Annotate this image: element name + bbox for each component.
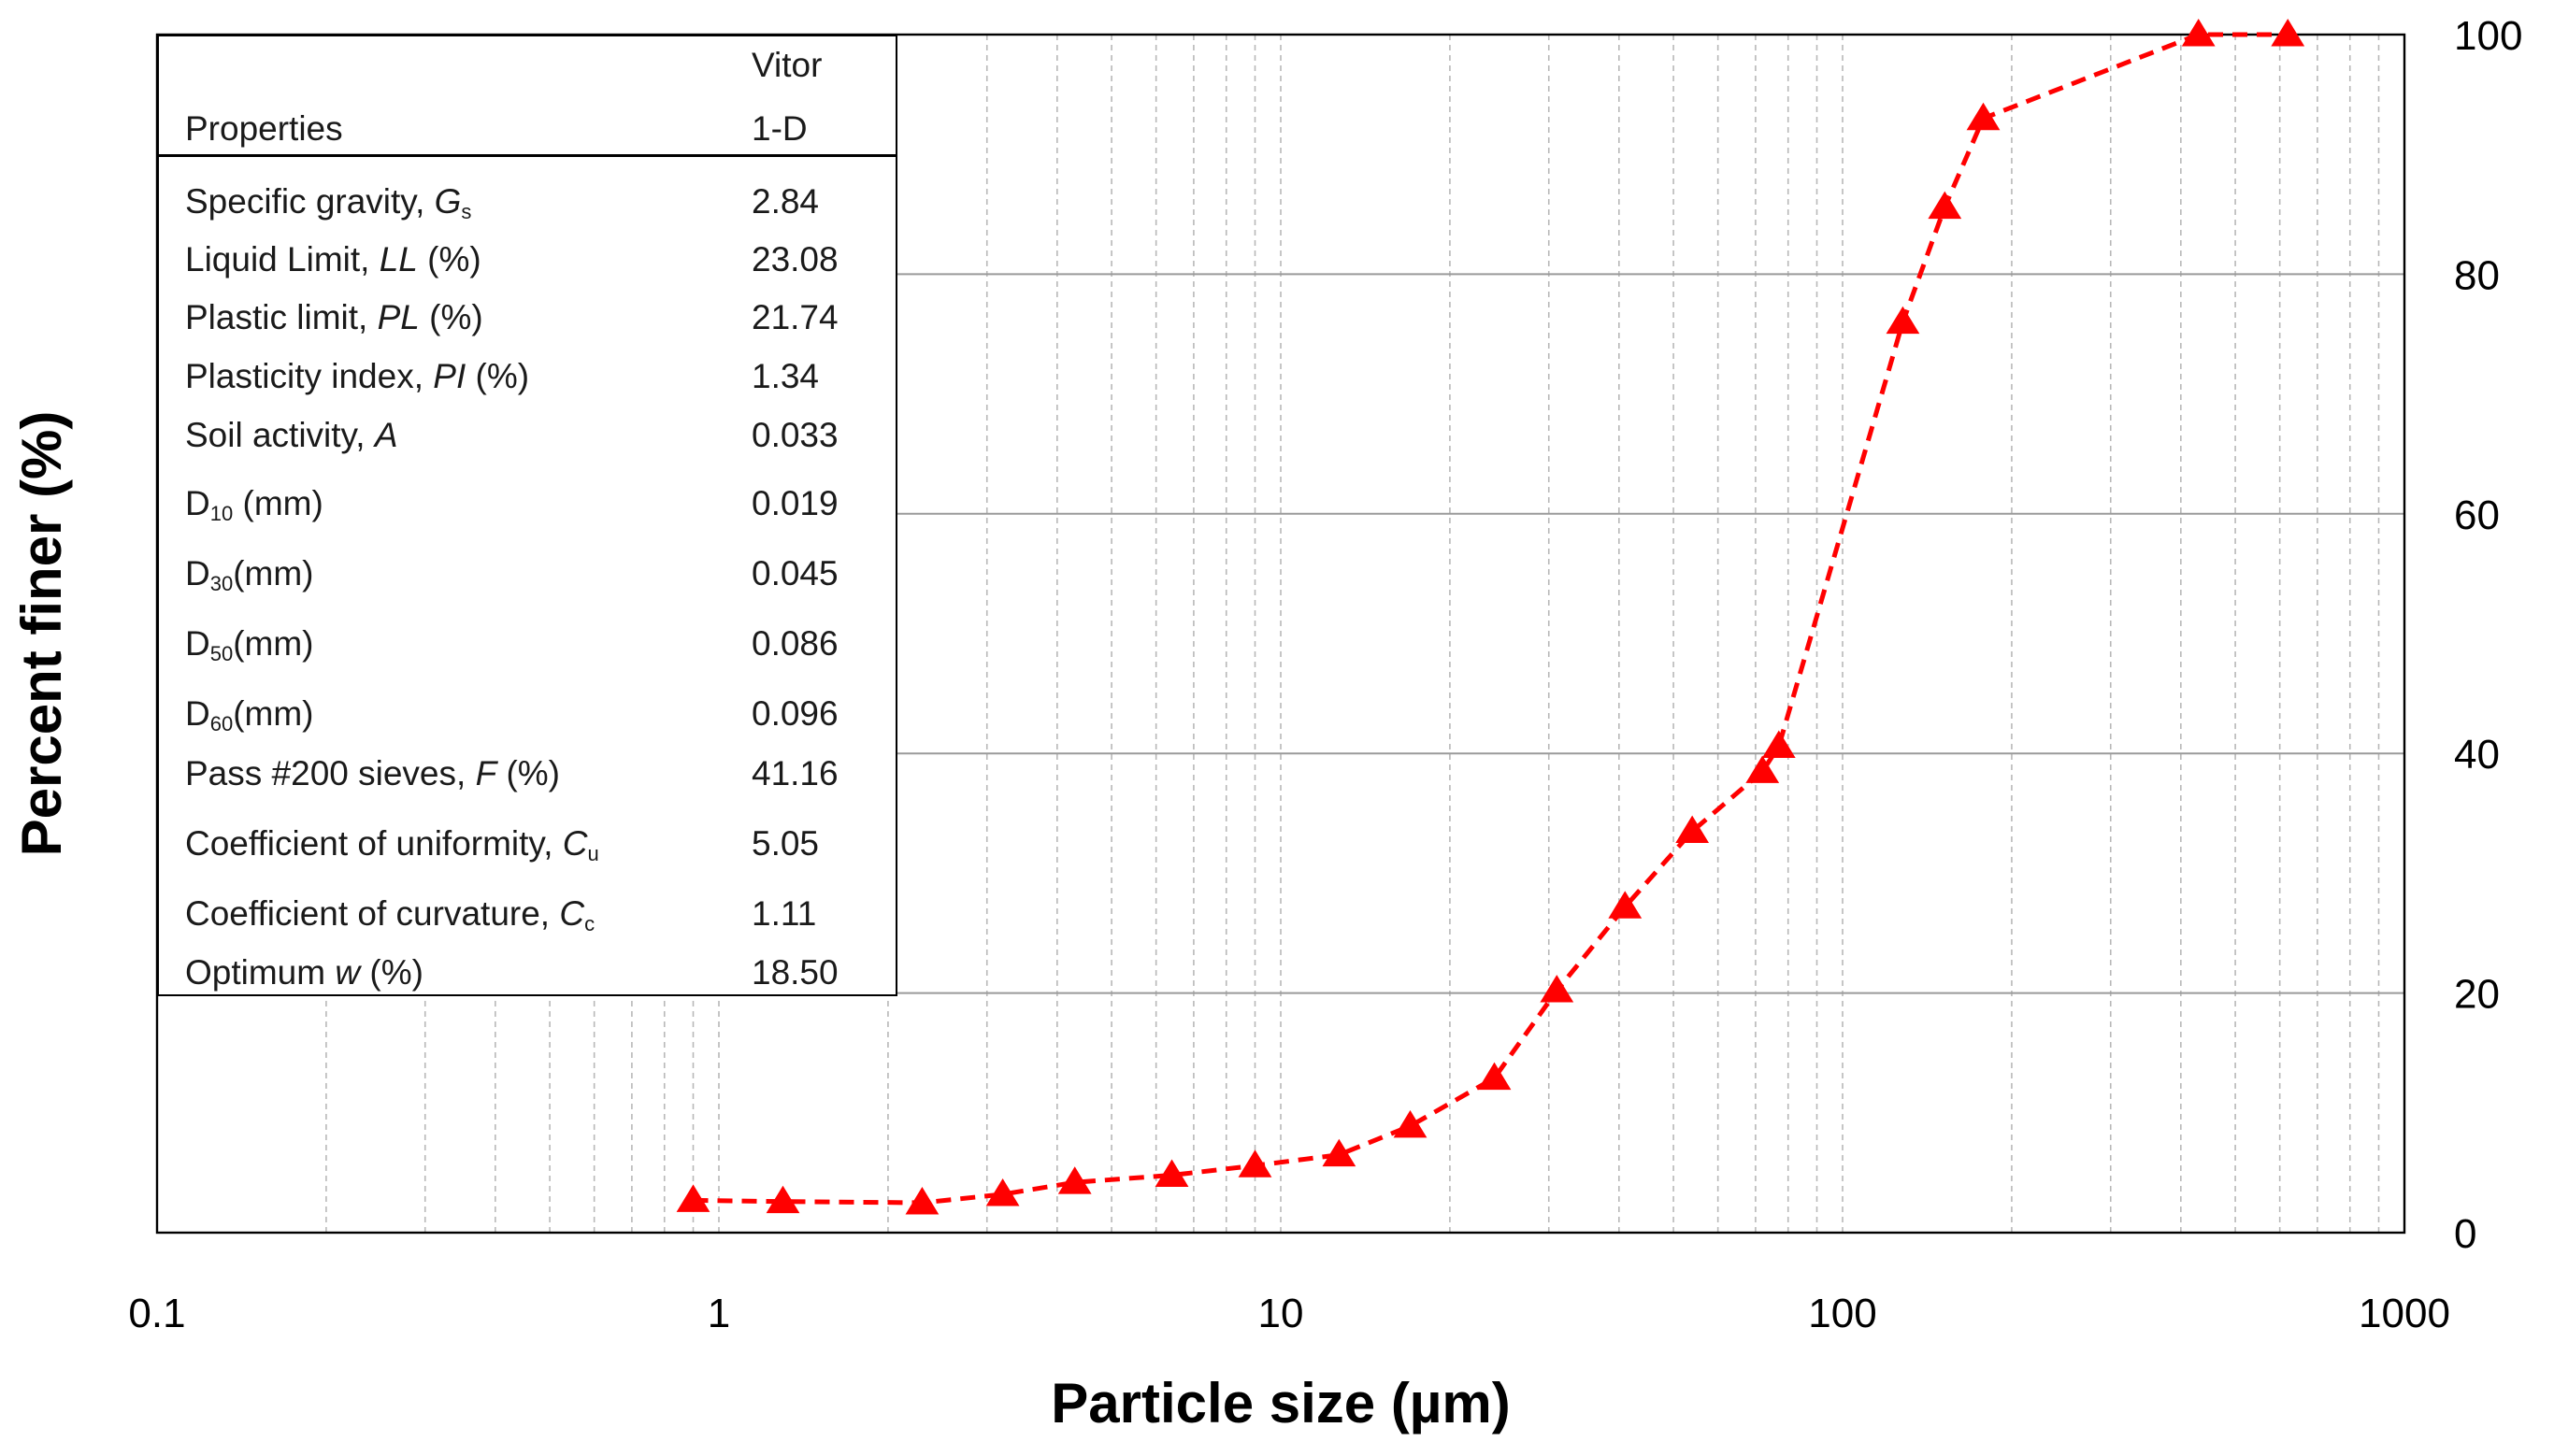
data-point-marker — [766, 1185, 800, 1214]
table-row-value: 0.045 — [752, 554, 839, 592]
table-row-value: 0.096 — [752, 694, 839, 733]
properties-table: Vitor Properties 1-D Specific gravity, G… — [157, 35, 897, 996]
table-row-value: 41.16 — [752, 754, 839, 792]
table-row-label: Soil activity, A — [185, 416, 398, 454]
x-tick-label: 1000 — [2359, 1291, 2450, 1336]
data-point-marker — [1322, 1138, 1356, 1167]
table-row-value: 21.74 — [752, 298, 839, 336]
data-point-marker — [1745, 755, 1780, 783]
y-axis-title: Percent finer (%) — [10, 411, 73, 857]
table-row-label: Coefficient of uniformity, Cu — [185, 824, 599, 865]
data-point-marker — [1057, 1166, 1092, 1194]
table-header-divider — [159, 154, 896, 157]
table-row-label: Specific gravity, Gs — [185, 182, 472, 223]
table-row-value: 2.84 — [752, 182, 820, 221]
data-point-marker — [1886, 306, 1920, 335]
table-row-label: D30(mm) — [185, 554, 314, 595]
x-tick-label: 10 — [1258, 1291, 1304, 1336]
table-row-label: Optimum w (%) — [185, 953, 423, 992]
table-row-value: 1.34 — [752, 357, 820, 395]
table-row-label: D60(mm) — [185, 694, 314, 735]
table-row-label: Plasticity index, PI (%) — [185, 357, 530, 395]
table-header-properties: Properties — [185, 109, 343, 148]
table-header-sample-line1: Vitor — [752, 46, 823, 84]
y-tick-label: 0 — [2454, 1211, 2476, 1257]
table-row-value: 18.50 — [752, 953, 839, 992]
series-layer — [676, 19, 2305, 1215]
data-point-marker — [2271, 19, 2305, 47]
table-header-sample-line2: 1-D — [752, 109, 808, 148]
data-point-marker — [1761, 730, 1796, 759]
y-tick-label: 60 — [2454, 492, 2500, 538]
table-row-value: 1.11 — [752, 894, 817, 933]
table-row-value: 0.086 — [752, 624, 839, 663]
y-tick-label: 80 — [2454, 252, 2500, 298]
table-row-value: 5.05 — [752, 824, 820, 863]
table-row-value: 23.08 — [752, 240, 839, 278]
table-row-label: Pass #200 sieves, F (%) — [185, 754, 560, 792]
table-row-label: Plastic limit, PL (%) — [185, 298, 483, 336]
x-tick-label: 1 — [708, 1291, 730, 1336]
series-line — [693, 32, 2289, 1206]
data-point-marker — [1966, 102, 2001, 131]
table-row-label: Coefficient of curvature, Cc — [185, 894, 595, 935]
table-row-value: 0.019 — [752, 484, 839, 522]
data-point-marker — [1477, 1062, 1512, 1091]
table-row-value: 0.033 — [752, 416, 839, 454]
data-point-marker — [985, 1178, 1020, 1206]
data-point-marker — [1675, 815, 1710, 844]
x-axis-title: Particle size (µm) — [1051, 1372, 1510, 1435]
data-point-marker — [1155, 1159, 1189, 1187]
data-point-marker — [1928, 191, 1962, 220]
x-tick-label: 0.1 — [128, 1291, 185, 1336]
data-point-marker — [1540, 975, 1574, 1003]
data-point-marker — [905, 1186, 940, 1215]
data-point-marker — [1608, 891, 1643, 919]
y-tick-label: 20 — [2454, 972, 2500, 1018]
data-point-marker — [1393, 1109, 1428, 1138]
table-row-label: D10 (mm) — [185, 484, 323, 525]
y-tick-label: 40 — [2454, 732, 2500, 778]
y-tick-label: 100 — [2454, 13, 2522, 59]
data-point-marker — [1238, 1149, 1272, 1178]
table-row-label: Liquid Limit, LL (%) — [185, 240, 481, 278]
data-point-marker — [676, 1184, 710, 1212]
data-point-marker — [2181, 19, 2216, 47]
table-row-label: D50(mm) — [185, 624, 314, 665]
x-tick-label: 100 — [1808, 1291, 1876, 1336]
